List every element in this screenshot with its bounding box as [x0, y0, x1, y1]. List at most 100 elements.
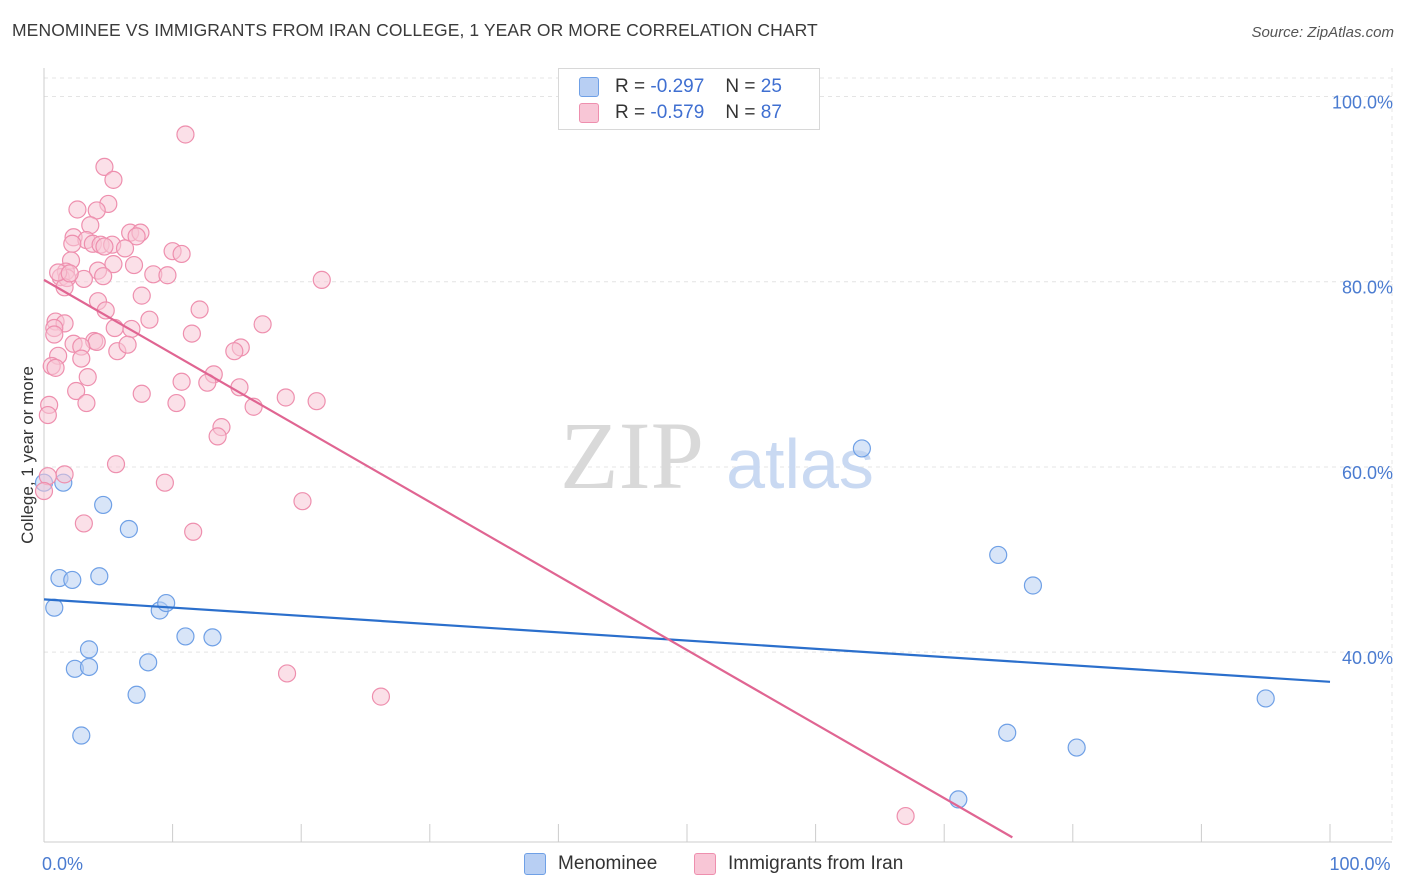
trend-layer [43, 278, 1331, 839]
legend-n-value-menominee: 25 [760, 76, 782, 97]
iran-point [104, 170, 123, 189]
iran-point [172, 244, 191, 264]
chart-source: Source: ZipAtlas.com [1251, 24, 1394, 41]
x-tick-label: 100.0% [1329, 854, 1390, 874]
iran-point [124, 255, 144, 275]
legend-swatch-iran [579, 103, 599, 123]
iran-point [87, 332, 106, 352]
iran-point [371, 687, 391, 706]
legend-r-label: R = [615, 76, 646, 97]
y-tick-label: 40.0% [1342, 648, 1393, 668]
menominee-point [79, 640, 99, 659]
iran-point [105, 318, 124, 338]
iran-point [312, 270, 331, 289]
iran-point [293, 492, 312, 511]
iran-point [38, 467, 57, 486]
y-tick-label: 60.0% [1342, 463, 1393, 483]
menominee-trend-line [43, 598, 1331, 683]
iran-point [46, 358, 65, 377]
menominee-point [94, 495, 113, 515]
menominee-point [998, 723, 1017, 742]
series-legend-swatch-menominee [524, 853, 546, 875]
iran-point [60, 264, 79, 283]
iran-point [115, 239, 135, 258]
axes-layer [43, 68, 1392, 843]
iran-point [140, 310, 159, 329]
iran-point [182, 324, 201, 343]
iran-point [74, 514, 93, 533]
iran-point [118, 335, 137, 354]
series-legend-label-iran: Immigrants from Iran [728, 853, 904, 874]
iran-point [94, 267, 113, 286]
iran-point [104, 255, 123, 274]
grid-layer [44, 68, 1393, 842]
iran-point [276, 388, 295, 407]
menominee-point [139, 653, 158, 672]
points-layer [34, 125, 1275, 826]
iran-point [45, 325, 64, 344]
watermark-atlas: atlas [726, 425, 874, 503]
y-tick-label: 80.0% [1342, 278, 1393, 298]
iran-point [190, 300, 209, 319]
iran-point [253, 315, 272, 334]
menominee-point [45, 598, 64, 617]
legend-n-value-iran: 87 [760, 102, 782, 123]
legend-n-label: N = [725, 102, 756, 123]
iran-point [132, 286, 151, 305]
menominee-point [127, 685, 146, 704]
iran-point [132, 384, 151, 403]
legend-r-value-iran: -0.579 [650, 102, 705, 123]
iran-point [77, 393, 96, 413]
series-legend-swatch-iran [694, 853, 716, 875]
iran-trend-line [43, 278, 1013, 839]
iran-point [95, 157, 114, 177]
tick-label-layer: 40.0% 60.0% 80.0% 100.0% 0.0% 100.0% [42, 93, 1393, 874]
menominee-point [79, 657, 99, 677]
iran-point [176, 125, 195, 144]
menominee-point [203, 628, 222, 647]
iran-point [158, 266, 177, 285]
menominee-point [90, 567, 109, 586]
menominee-point [1067, 738, 1086, 757]
iran-point [307, 392, 326, 411]
iran-point [106, 455, 126, 474]
iran-point [78, 368, 97, 387]
iran-point [72, 349, 91, 368]
iran-point [127, 227, 146, 246]
iran-point [38, 405, 57, 425]
iran-point [63, 234, 82, 253]
iran-point [95, 237, 114, 256]
legend-r-value-menominee: -0.297 [650, 76, 705, 97]
menominee-point [119, 519, 138, 539]
y-tick-label: 100.0% [1332, 93, 1393, 113]
iran-point [67, 381, 86, 401]
iran-point [68, 200, 87, 219]
chart-title: MENOMINEE VS IMMIGRANTS FROM IRAN COLLEG… [12, 20, 818, 40]
iran-point [167, 393, 186, 413]
legend-n-label: N = [725, 76, 756, 97]
iran-point [172, 372, 191, 391]
iran-point [208, 427, 227, 446]
watermark: ZIP atlas [560, 402, 874, 509]
menominee-point [176, 627, 195, 646]
iran-point [81, 216, 100, 235]
series-legend-label-menominee: Menominee [558, 853, 658, 874]
legend-swatch-menominee [579, 77, 599, 97]
watermark-zip: ZIP [560, 402, 704, 509]
menominee-point [157, 593, 176, 613]
iran-point [155, 473, 174, 492]
menominee-point [63, 570, 82, 590]
iran-point [34, 481, 54, 501]
menominee-point [852, 439, 871, 458]
menominee-point [72, 726, 91, 745]
menominee-point [1023, 576, 1043, 595]
iran-point [277, 664, 297, 683]
iran-point [184, 522, 203, 541]
menominee-point [989, 545, 1008, 565]
correlation-legend: R = -0.297 N = 25 R = -0.579 N = 87 [558, 68, 820, 130]
legend-r-label: R = [615, 102, 646, 123]
x-tick-label: 0.0% [42, 854, 83, 874]
iran-point [55, 465, 74, 484]
iran-point [896, 806, 915, 826]
